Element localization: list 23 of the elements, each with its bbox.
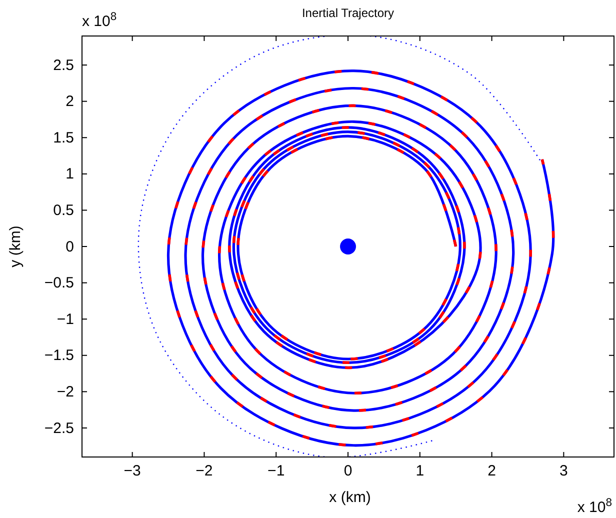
y-tick-label: −1.5 — [44, 347, 74, 364]
x-tick-label: −1 — [268, 462, 285, 480]
y-tick-label: −0.5 — [44, 274, 74, 292]
y-axis-title: y (km) — [7, 226, 24, 268]
text: x 10$^{8}$ — [577, 497, 612, 516]
y-tick-label: 2 — [66, 93, 74, 110]
chart-title: Inertial Trajectory — [302, 6, 394, 20]
x-tick-label: −2 — [196, 462, 213, 480]
y-tick-label: 1 — [66, 166, 74, 183]
y-tick-label: −2.5 — [44, 420, 74, 437]
y-tick-label: 2.5 — [53, 56, 74, 74]
text: x 10$^{8}$ — [82, 11, 117, 30]
y-tick-label: 0.5 — [53, 202, 74, 220]
y-tick-label: −1 — [56, 310, 74, 328]
y-tick-label: −2 — [56, 383, 74, 400]
x-tick-label: 0 — [344, 462, 352, 480]
x-tick-label: 2 — [488, 462, 496, 480]
x-axis-title: x (km) — [329, 489, 371, 506]
x-tick-label: 1 — [416, 462, 424, 480]
x-tick-label: 3 — [560, 462, 568, 480]
x-tick-label: −3 — [124, 462, 141, 480]
y-tick-label: 0 — [66, 238, 74, 256]
y-tick-label: 1.5 — [53, 129, 74, 146]
